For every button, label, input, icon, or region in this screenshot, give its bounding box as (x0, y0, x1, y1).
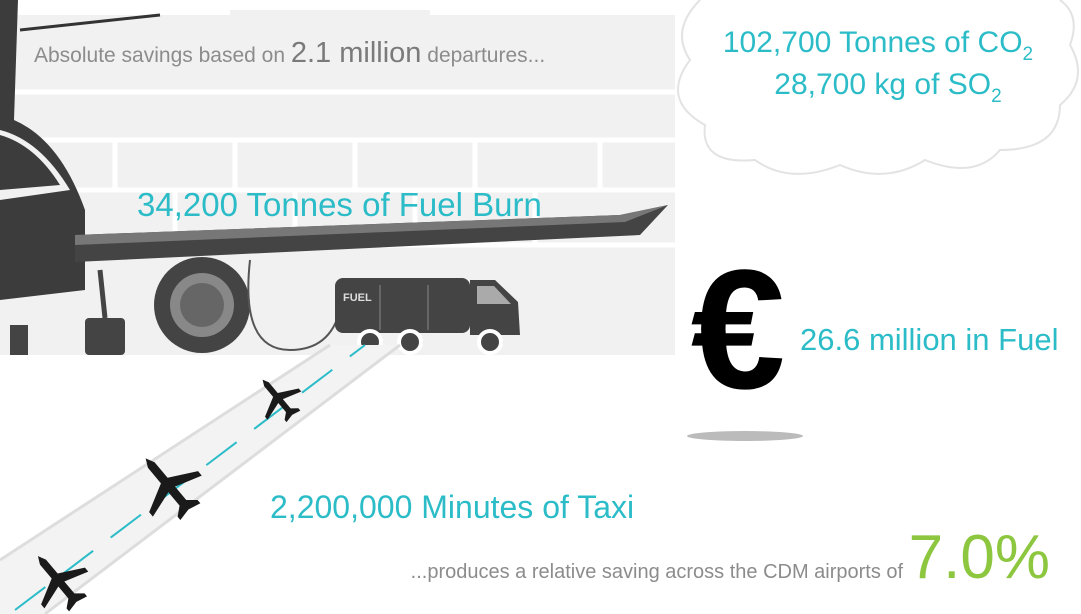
runway (0, 345, 400, 614)
header-highlight: 2.1 million (291, 37, 422, 69)
fuel-burn: 34,200 Tonnes of Fuel Burn (137, 186, 542, 223)
footer-text: ...produces a relative saving across the… (411, 561, 904, 583)
subscript: 2 (1023, 44, 1034, 65)
subscript: 2 (991, 86, 1002, 107)
footer: ...produces a relative saving across the… (411, 523, 1050, 592)
cloud-line-text: 102,700 Tonnes of CO (723, 26, 1023, 59)
taxi-text: 2,200,000 Minutes of Taxi (270, 489, 634, 525)
infographic: FUEL Absolute savings based on 2.1 milli… (0, 0, 1081, 614)
cost-text: 26.6 million in Fuel (800, 322, 1058, 357)
euro-shadow (687, 431, 803, 441)
footer-highlight: 7.0% (909, 523, 1050, 592)
cloud-line-text: 28,700 kg of SO (774, 68, 991, 101)
euro-symbol: € (691, 235, 786, 425)
truck-label: FUEL (343, 292, 372, 304)
header-suffix: departures... (427, 44, 545, 67)
header-prefix: Absolute savings based on (34, 44, 285, 67)
